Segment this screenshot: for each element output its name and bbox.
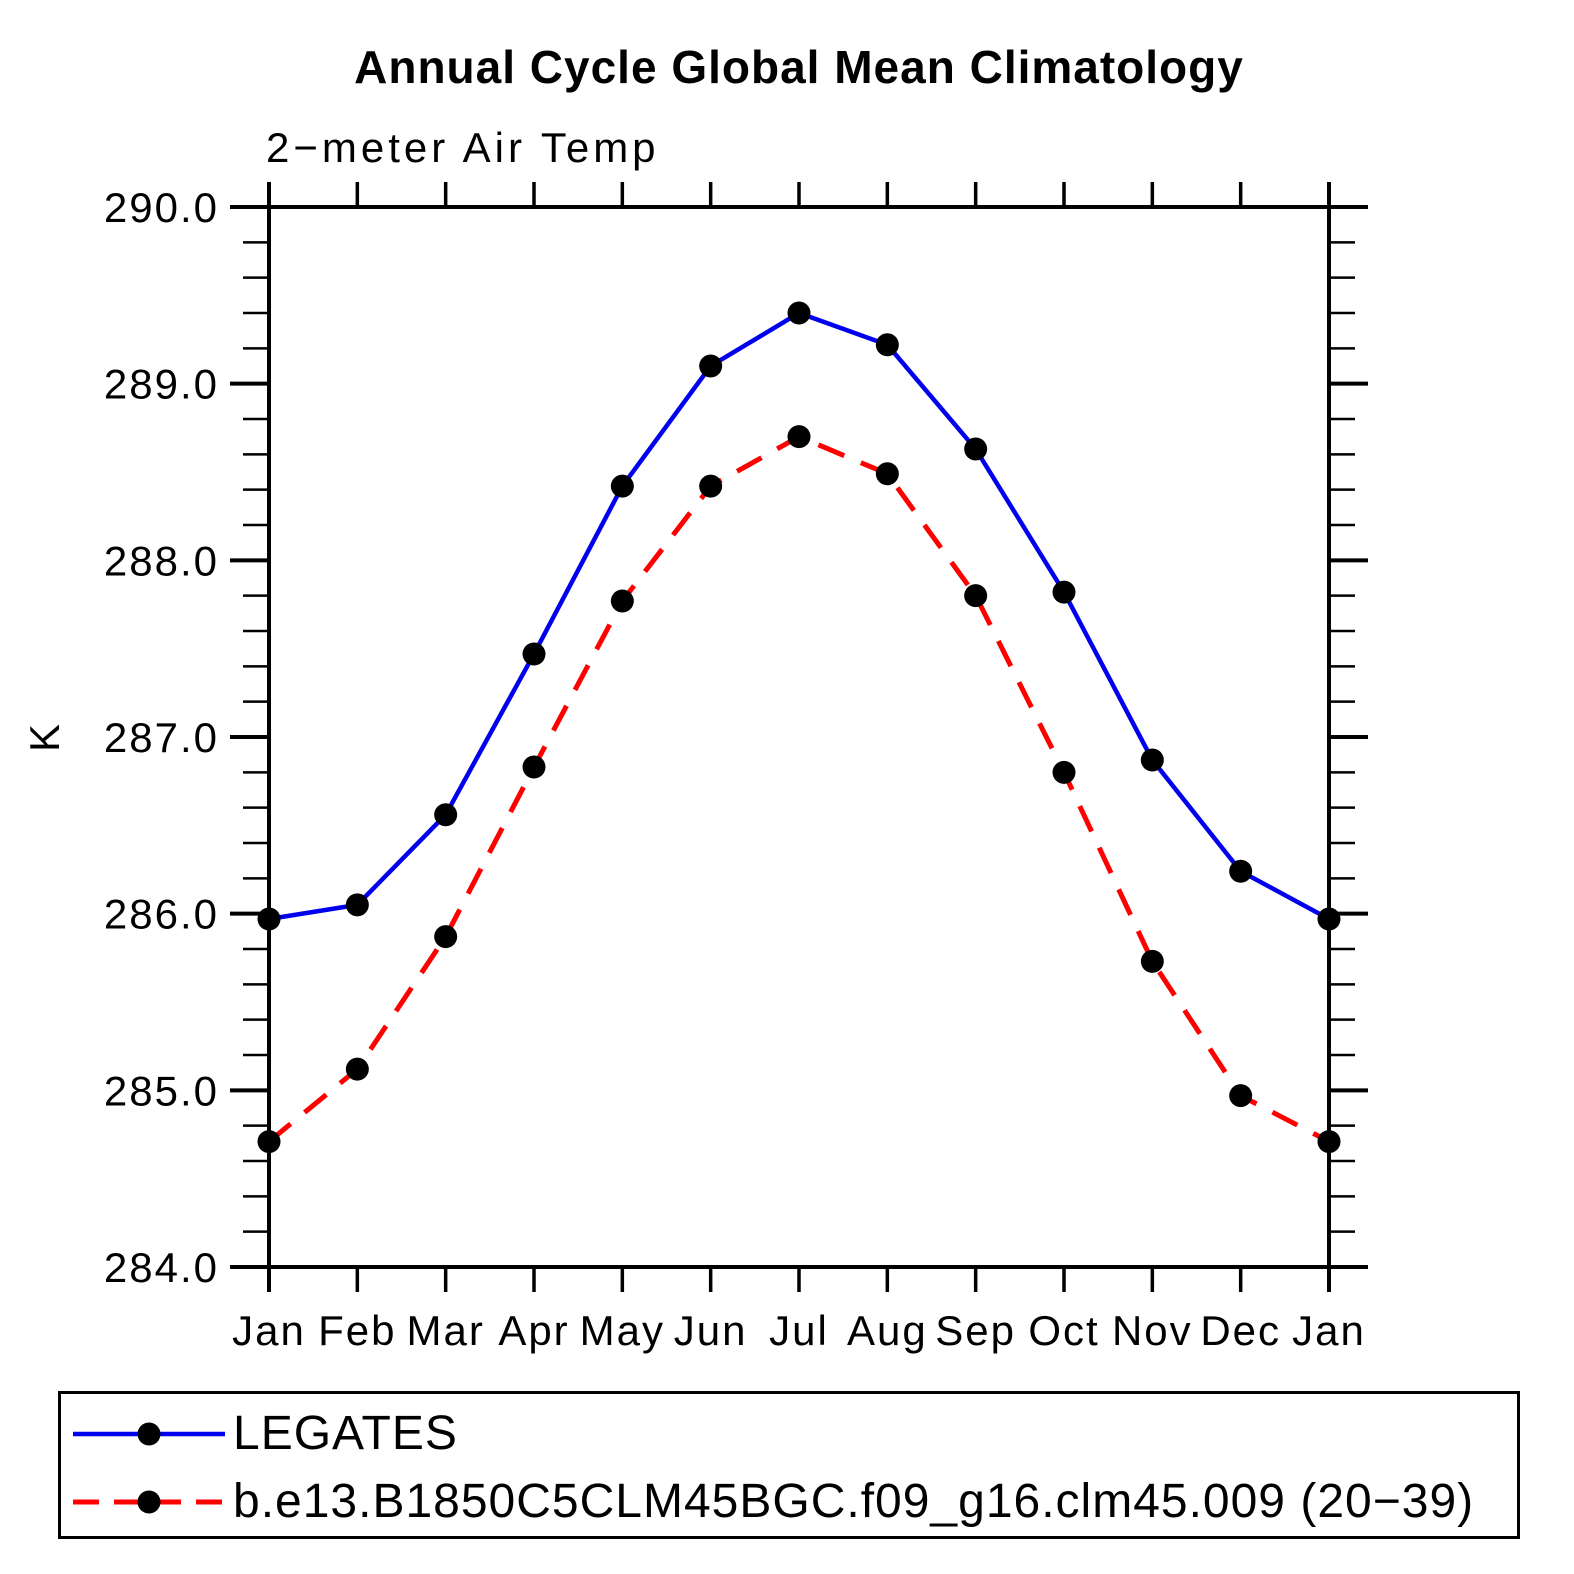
- y-tick-label: 286.0: [104, 891, 219, 938]
- y-tick-label: 285.0: [104, 1067, 219, 1114]
- data-point-marker: [1140, 949, 1164, 973]
- y-tick-label: 288.0: [104, 537, 219, 584]
- data-point-marker: [345, 893, 369, 917]
- data-point-marker: [345, 1057, 369, 1081]
- legend-label-model: b.e13.B1850C5CLM45BGC.f09_g16.clm45.009 …: [233, 1475, 1475, 1528]
- x-tick-label: Nov: [1112, 1307, 1193, 1354]
- data-point-marker: [964, 437, 988, 461]
- x-tick-label: Jan: [1292, 1307, 1366, 1354]
- legend-entry-model: b.e13.B1850C5CLM45BGC.f09_g16.clm45.009 …: [69, 1478, 1474, 1526]
- legend-line-model-swatch: [73, 1490, 225, 1514]
- data-point-marker: [1317, 907, 1341, 931]
- data-point-marker: [434, 803, 458, 827]
- y-tick-label: 287.0: [104, 714, 219, 761]
- data-point-marker: [610, 589, 634, 613]
- data-point-marker: [1317, 1130, 1341, 1154]
- x-tick-label: Jan: [232, 1307, 306, 1354]
- data-point-marker: [1052, 760, 1076, 784]
- x-tick-label: Feb: [318, 1307, 396, 1354]
- axes-group: [230, 182, 1368, 1292]
- chart-title: Annual Cycle Global Mean Climatology: [354, 41, 1244, 93]
- data-point-marker: [257, 1130, 281, 1154]
- y-tick-label: 284.0: [104, 1244, 219, 1291]
- x-tick-label: Mar: [406, 1307, 484, 1354]
- series-group: [257, 301, 1341, 1154]
- data-point-marker: [699, 354, 723, 378]
- data-point-marker: [964, 584, 988, 608]
- legend-label-legates: LEGATES: [233, 1407, 458, 1460]
- data-point-marker: [699, 474, 723, 498]
- data-point-marker: [787, 301, 811, 325]
- data-point-marker: [610, 474, 634, 498]
- x-tick-label: Jun: [674, 1307, 748, 1354]
- x-tick-label: Aug: [847, 1307, 928, 1354]
- x-tick-label: Sep: [935, 1307, 1016, 1354]
- data-point-marker: [875, 333, 899, 357]
- data-point-marker: [1052, 580, 1076, 604]
- data-point-marker: [1229, 1084, 1253, 1108]
- legend-box: LEGATES b.e13.B1850C5CLM45BGC.f09_g16.cl…: [58, 1391, 1520, 1539]
- y-tick-label: 289.0: [104, 361, 219, 408]
- legend-marker-dot: [137, 1490, 161, 1514]
- data-point-marker: [434, 925, 458, 949]
- data-point-marker: [875, 462, 899, 486]
- data-point-marker: [1229, 859, 1253, 883]
- y-tick-label: 290.0: [104, 184, 219, 231]
- model-line: [267, 433, 1331, 1144]
- tick-labels-group: 284.0 285.0 286.0 287.0 288.0 289.0 290.0 Jan Fe…: [104, 184, 1366, 1354]
- legates-line: [268, 310, 1331, 922]
- data-point-marker: [522, 755, 546, 779]
- legend-marker-dot: [137, 1422, 161, 1446]
- x-tick-label: Dec: [1200, 1307, 1281, 1354]
- legend-entry-legates: LEGATES: [69, 1410, 458, 1458]
- legend-line-legates-swatch: [73, 1422, 225, 1446]
- x-tick-label: May: [580, 1307, 665, 1354]
- data-point-marker: [522, 642, 546, 666]
- x-tick-label: Apr: [498, 1307, 569, 1354]
- x-tick-label: Jul: [769, 1307, 829, 1354]
- data-point-marker: [257, 907, 281, 931]
- data-point-marker: [1140, 748, 1164, 772]
- data-point-marker: [787, 425, 811, 449]
- x-tick-label: Oct: [1028, 1307, 1099, 1354]
- chart-subtitle: 2−meter Air Temp: [266, 124, 660, 171]
